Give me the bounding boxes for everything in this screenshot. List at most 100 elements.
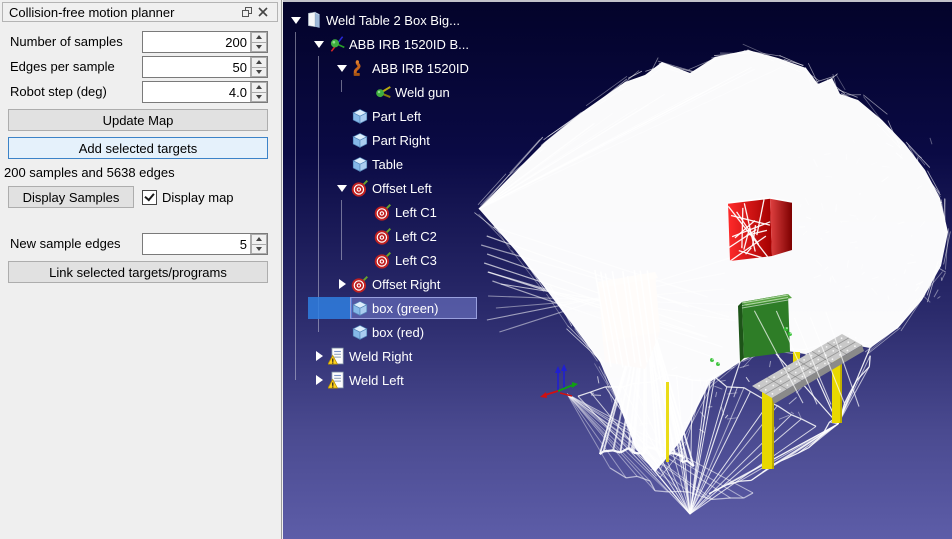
tree-item-weld-left[interactable]: Weld Left (283, 368, 498, 392)
cube-icon (351, 131, 369, 149)
number-of-samples-stepper (142, 31, 268, 53)
tree-item-label: Part Left (372, 108, 422, 124)
spin-down-button[interactable] (251, 42, 267, 52)
edges-per-sample-input[interactable] (143, 57, 250, 77)
tree-item-left-c2[interactable]: Left C2 (283, 224, 498, 248)
program-icon (328, 347, 346, 365)
close-panel-button[interactable] (255, 4, 271, 20)
tree-indent-guide (341, 80, 342, 92)
tree-item-label: Weld gun (395, 84, 450, 100)
3d-viewport[interactable]: Weld Table 2 Box Big... ABB IRB 1520ID B.… (283, 0, 952, 539)
tree-item-label: Weld Left (349, 372, 404, 388)
red-box[interactable] (727, 197, 793, 261)
tree-item-table[interactable]: Table (283, 152, 498, 176)
collapse-arrow-icon[interactable] (288, 12, 304, 28)
robot-step-input[interactable] (143, 82, 250, 102)
new-sample-edges-input[interactable] (143, 234, 250, 254)
target-icon (374, 227, 392, 245)
tree-item-abb-irb-1520id-b[interactable]: ABB IRB 1520ID B... (283, 32, 498, 56)
spin-down-button[interactable] (251, 244, 267, 254)
roadmap-overlay-lines (594, 199, 860, 407)
target-icon (351, 179, 369, 197)
tree-item-offset-left[interactable]: Offset Left (283, 176, 498, 200)
display-map-label: Display map (162, 190, 234, 205)
cube-icon (351, 155, 369, 173)
edges-per-sample-stepper (142, 56, 268, 78)
spin-up-icon (256, 60, 262, 65)
number-of-samples-input[interactable] (143, 32, 250, 52)
tree-item-offset-right[interactable]: Offset Right (283, 272, 498, 296)
weldgun-icon (374, 83, 392, 101)
tree-item-label: Left C2 (395, 228, 437, 244)
update-map-button[interactable]: Update Map (8, 109, 268, 131)
number-of-samples-label: Number of samples (10, 34, 123, 49)
tree-item-part-left[interactable]: Part Left (283, 104, 498, 128)
spin-up-button[interactable] (251, 82, 267, 93)
tree-item-label: Weld Table 2 Box Big... (326, 12, 460, 28)
program-icon (328, 371, 346, 389)
tree-indent-guide (295, 32, 296, 380)
expand-arrow-icon[interactable] (334, 276, 350, 292)
spin-up-button[interactable] (251, 57, 267, 68)
float-icon (241, 7, 252, 17)
collapse-arrow-icon[interactable] (334, 180, 350, 196)
display-map-checkbox[interactable] (142, 190, 157, 205)
tree-item-abb-irb-1520id[interactable]: ABB IRB 1520ID (283, 56, 498, 80)
no-arrow (357, 84, 373, 100)
tree-item-label: ABB IRB 1520ID (372, 60, 469, 76)
tree-item-left-c1[interactable]: Left C1 (283, 200, 498, 224)
green-box[interactable] (738, 294, 792, 362)
new-sample-edges-stepper (142, 233, 268, 255)
spin-down-icon (256, 69, 262, 74)
target-icon (351, 275, 369, 293)
cube-icon (351, 323, 369, 341)
spin-up-button[interactable] (251, 32, 267, 43)
no-arrow (334, 132, 350, 148)
spin-up-button[interactable] (251, 234, 267, 245)
tree-item-part-right[interactable]: Part Right (283, 128, 498, 152)
tree-item-box-green[interactable]: box (green) (283, 296, 498, 320)
tree-item-weld-right[interactable]: Weld Right (283, 344, 498, 368)
selection-highlight (350, 297, 477, 319)
cube-icon (351, 107, 369, 125)
spin-down-icon (256, 44, 262, 49)
tree-item-label: ABB IRB 1520ID B... (349, 36, 469, 52)
spin-down-button[interactable] (251, 67, 267, 77)
expand-arrow-icon[interactable] (311, 348, 327, 364)
no-arrow (334, 300, 350, 316)
station-icon (305, 11, 323, 29)
spin-down-icon (256, 94, 262, 99)
spin-up-icon (256, 237, 262, 242)
collision-planner-panel: Collision-free motion planner Number of … (0, 0, 282, 539)
tree-indent-guide (341, 200, 342, 260)
panel-titlebar: Collision-free motion planner (2, 2, 278, 22)
float-panel-button[interactable] (239, 4, 255, 20)
tree-item-left-c3[interactable]: Left C3 (283, 248, 498, 272)
3d-scene (474, 43, 951, 515)
tree-item-label: Offset Left (372, 180, 432, 196)
expand-arrow-icon[interactable] (311, 372, 327, 388)
collapse-arrow-icon[interactable] (311, 36, 327, 52)
robot-icon (351, 59, 369, 77)
panel-title: Collision-free motion planner (9, 4, 175, 20)
spin-up-icon (256, 35, 262, 40)
spin-down-button[interactable] (251, 92, 267, 102)
no-arrow (334, 108, 350, 124)
display-samples-button[interactable]: Display Samples (8, 186, 134, 208)
tree-item-weld-table-2-box-big[interactable]: Weld Table 2 Box Big... (283, 8, 498, 32)
add-selected-targets-button[interactable]: Add selected targets (8, 137, 268, 159)
collapse-arrow-icon[interactable] (334, 60, 350, 76)
spin-down-icon (256, 246, 262, 251)
tree-item-weld-gun[interactable]: Weld gun (283, 80, 498, 104)
tree-item-box-red[interactable]: box (red) (283, 320, 498, 344)
target-icon (374, 203, 392, 221)
tree-item-label: Left C3 (395, 252, 437, 268)
roadmap-dense-core (479, 50, 948, 472)
tree-item-label: Weld Right (349, 348, 413, 364)
robot-step-stepper (142, 81, 268, 103)
link-selected-targets-button[interactable]: Link selected targets/programs (8, 261, 268, 283)
tree-item-label: box (red) (372, 324, 425, 340)
tree-indent-guide (318, 56, 319, 332)
cube-icon (351, 299, 369, 317)
